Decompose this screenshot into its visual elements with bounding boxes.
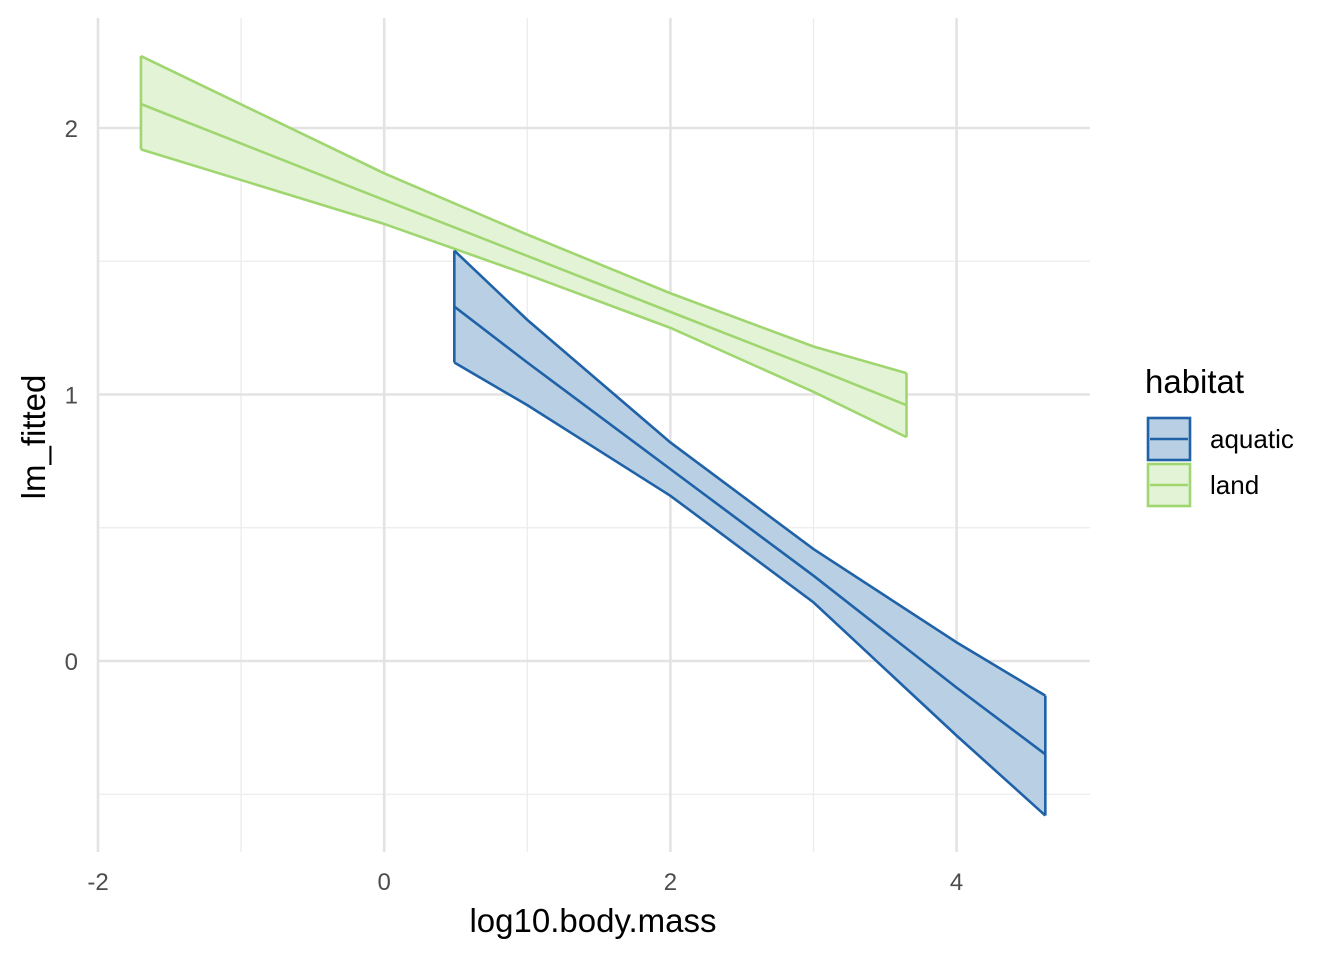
series-layer: [139, 54, 1047, 817]
legend: habitat aquatic land: [1145, 363, 1294, 508]
y-tick-label: 1: [65, 383, 78, 410]
legend-label-land: land: [1210, 470, 1259, 500]
land-confidence-ribbon: [140, 56, 907, 438]
x-tick-label: 4: [950, 869, 963, 896]
aquatic-lower-bound-line: [453, 361, 1047, 817]
aquatic-upper-bound-line: [453, 249, 1046, 697]
aquatic-confidence-ribbon: [454, 250, 1046, 816]
y-tick-label: 0: [65, 649, 78, 676]
x-axis-tick-labels: -2 0 2 4: [87, 869, 963, 896]
land-lower-bound-line: [140, 148, 908, 439]
y-axis-title: lm_fitted: [15, 375, 52, 500]
legend-item-land: land: [1146, 462, 1259, 508]
legend-label-aquatic: aquatic: [1210, 424, 1294, 454]
legend-title: habitat: [1145, 363, 1244, 400]
x-tick-label: -2: [87, 869, 108, 896]
y-tick-label: 2: [65, 116, 78, 143]
x-tick-label: 2: [664, 869, 677, 896]
land-upper-bound-line: [140, 54, 907, 375]
legend-items: aquatic land: [1146, 416, 1294, 508]
legend-item-aquatic: aquatic: [1146, 416, 1294, 462]
y-axis-tick-labels: 0 1 2: [65, 116, 78, 676]
aquatic-fitted-line: [453, 305, 1047, 756]
x-tick-label: 0: [378, 869, 391, 896]
series-land: [139, 54, 908, 439]
land-fitted-line: [140, 102, 907, 407]
series-aquatic: [453, 249, 1047, 817]
x-axis-title: log10.body.mass: [469, 902, 716, 939]
